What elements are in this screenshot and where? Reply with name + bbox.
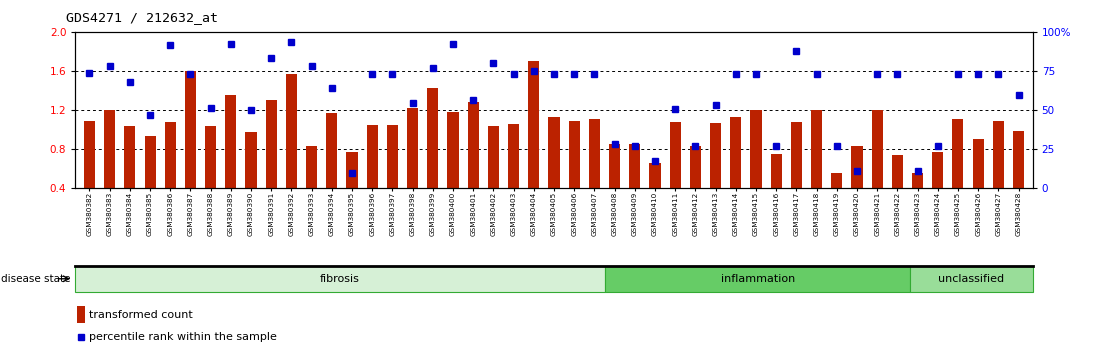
Bar	[529, 61, 540, 188]
Bar	[347, 152, 358, 188]
Bar	[286, 74, 297, 188]
Bar	[266, 100, 277, 188]
Bar	[124, 126, 135, 188]
Bar	[387, 125, 398, 188]
Bar	[811, 110, 822, 188]
Bar	[76, 307, 85, 323]
Bar	[973, 139, 984, 188]
Bar	[791, 122, 802, 188]
Bar	[144, 136, 155, 188]
Bar	[1013, 131, 1024, 188]
Bar	[185, 71, 196, 188]
Bar	[448, 112, 459, 188]
Text: percentile rank within the sample: percentile rank within the sample	[90, 332, 277, 342]
Bar	[953, 120, 964, 188]
Bar	[649, 163, 660, 188]
Bar	[509, 124, 520, 188]
Bar	[872, 110, 883, 188]
Bar	[225, 95, 236, 188]
Text: inflammation: inflammation	[720, 274, 794, 284]
Bar	[367, 125, 378, 188]
Bar	[690, 146, 701, 188]
Bar	[831, 173, 842, 188]
Bar	[75, 266, 605, 292]
Bar	[710, 124, 721, 188]
Bar	[205, 126, 216, 188]
Bar	[932, 152, 943, 188]
Text: transformed count: transformed count	[90, 310, 193, 320]
Bar	[326, 113, 338, 188]
Bar	[548, 116, 560, 188]
Bar	[428, 88, 439, 188]
Bar	[468, 102, 479, 188]
Bar	[84, 121, 95, 188]
Bar	[851, 146, 862, 188]
Bar	[993, 121, 1004, 188]
Bar	[488, 126, 499, 188]
Bar	[246, 132, 257, 188]
Bar	[911, 266, 1033, 292]
Bar	[568, 121, 579, 188]
Bar	[669, 122, 680, 188]
Bar	[730, 116, 741, 188]
Text: unclassified: unclassified	[938, 274, 1005, 284]
Bar	[165, 122, 176, 188]
Bar	[770, 154, 782, 188]
Bar	[750, 110, 761, 188]
Bar	[912, 173, 923, 188]
Text: GDS4271 / 212632_at: GDS4271 / 212632_at	[65, 11, 218, 24]
Bar	[892, 155, 903, 188]
Bar	[407, 108, 418, 188]
Text: fibrosis: fibrosis	[320, 274, 360, 284]
Bar	[605, 266, 911, 292]
Bar	[629, 144, 640, 188]
Text: disease state: disease state	[1, 274, 71, 284]
Bar	[609, 144, 620, 188]
Bar	[588, 120, 599, 188]
Bar	[306, 146, 317, 188]
Bar	[104, 110, 115, 188]
